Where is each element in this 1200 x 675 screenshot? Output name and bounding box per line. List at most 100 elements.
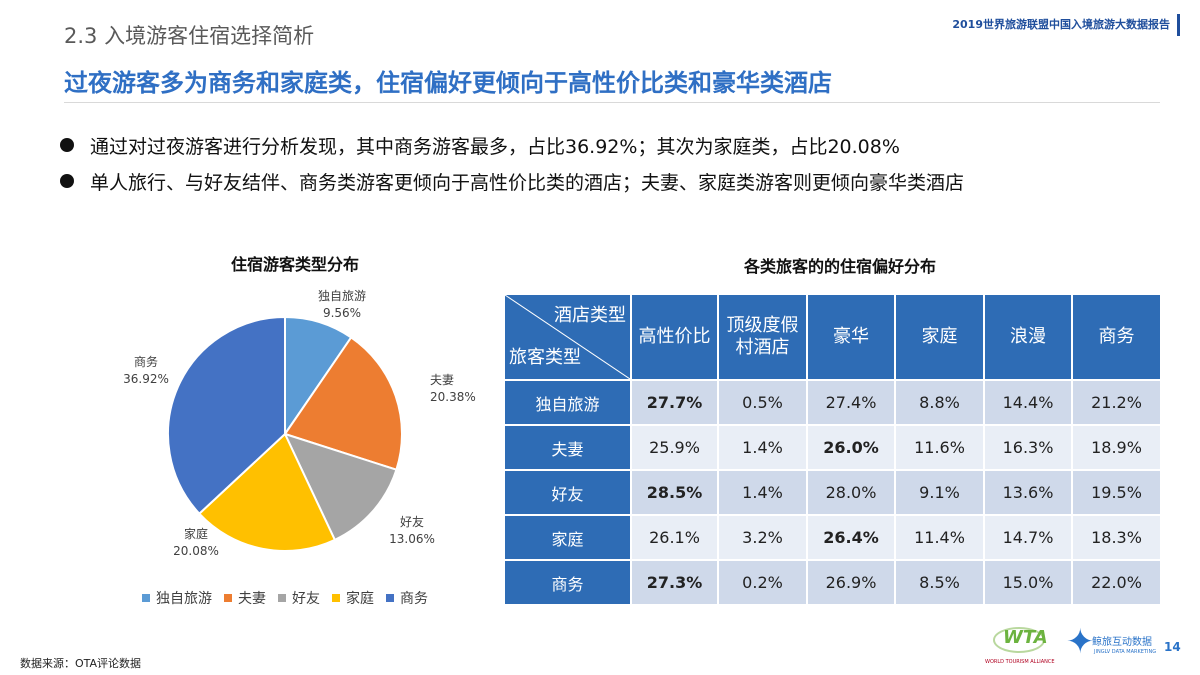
legend-label: 夫妻 xyxy=(238,591,266,607)
table-cell: 15.0% xyxy=(983,559,1073,606)
column-header: 顶级度假 村酒店 xyxy=(717,293,808,381)
star-icon: ✦ xyxy=(1066,622,1095,662)
table-cell: 27.4% xyxy=(806,379,896,426)
pie-slice-label: 商务 xyxy=(134,354,158,369)
table-cell: 25.9% xyxy=(630,424,719,471)
pie-chart: 独自旅游 9.56% 夫妻 20.38% 好友 13.06% 家庭 20.08% 商务 36.92… xyxy=(123,289,476,558)
table-cell: 27.3% xyxy=(630,559,719,606)
table-row: 独自旅游 27.7% 0.5% 27.4% 8.8% 14.4% 21.2% xyxy=(503,379,1162,426)
report-accent-bar xyxy=(1177,14,1180,36)
bullet-item: 单人旅行、与好友结伴、商务类游客更倾向于高性价比类的酒店；夫妻、家庭类游客则更倾… xyxy=(60,163,964,199)
table-cell: 27.7% xyxy=(630,379,719,426)
legend-item: 夫妻 xyxy=(224,588,266,608)
wta-logo-name: WORLD TOURISM ALLIANCE xyxy=(985,659,1055,665)
data-source-note: 数据来源：OTA评论数据 xyxy=(20,657,142,670)
column-header: 高性价比 xyxy=(630,293,719,381)
pie-chart-title: 住宿游客类型分布 xyxy=(230,255,359,274)
legend-label: 家庭 xyxy=(346,591,374,607)
pie-slice-label: 独自旅游 xyxy=(318,289,366,303)
table-cell: 26.1% xyxy=(630,514,719,561)
page-headline: 过夜游客多为商务和家庭类，住宿偏好更倾向于高性价比类和豪华类酒店 xyxy=(64,69,832,97)
section-title: 2.3 入境游客住宿选择简析 xyxy=(64,24,315,48)
corner-diagonal xyxy=(505,295,630,379)
bullet-text: 单人旅行、与好友结伴、商务类游客更倾向于高性价比类的酒店；夫妻、家庭类游客则更倾… xyxy=(90,171,965,194)
table-row: 商务 27.3% 0.2% 26.9% 8.5% 15.0% 22.0% xyxy=(503,559,1162,606)
pie-slice-label: 家庭 xyxy=(184,526,208,541)
legend-swatch xyxy=(332,594,340,602)
pie-slice-value: 20.38% xyxy=(430,390,476,404)
table-cell: 9.1% xyxy=(894,469,985,516)
bullet-list: 通过对过夜游客进行分析发现，其中商务游客最多，占比36.92%；其次为家庭类，占… xyxy=(60,127,964,199)
legend-label: 商务 xyxy=(400,591,428,607)
report-name: 2019世界旅游联盟中国入境旅游大数据报告 xyxy=(952,18,1170,31)
pie-slice-value: 13.06% xyxy=(389,532,435,546)
table-cell: 0.2% xyxy=(717,559,808,606)
pie-slice-4 xyxy=(167,315,286,516)
pie-slice-label: 好友 xyxy=(400,515,424,529)
row-header: 独自旅游 xyxy=(503,379,632,426)
table-cell: 18.9% xyxy=(1071,424,1162,471)
table-cell: 26.0% xyxy=(806,424,896,471)
table-cell: 26.9% xyxy=(806,559,896,606)
column-header: 家庭 xyxy=(894,293,985,381)
pie-slice-value: 36.92% xyxy=(123,372,169,386)
table-cell: 28.5% xyxy=(630,469,719,516)
bullet-text: 通过对过夜游客进行分析发现，其中商务游客最多，占比36.92%；其次为家庭类，占… xyxy=(90,135,900,158)
wta-logo: WTA WORLD TOURISM ALLIANCE xyxy=(985,625,1055,669)
partner-logo: ✦ 鲸旅互动数据 JINGLV DATA MARKETING xyxy=(1066,622,1156,671)
table-cell: 11.4% xyxy=(894,514,985,561)
row-header: 夫妻 xyxy=(503,424,632,471)
row-header: 好友 xyxy=(503,469,632,516)
table-chart-title: 各类旅客的的住宿偏好分布 xyxy=(743,257,936,276)
pie-slice-1 xyxy=(283,336,403,471)
table-cell: 28.0% xyxy=(806,469,896,516)
table-cell: 0.5% xyxy=(717,379,808,426)
legend-swatch xyxy=(386,594,394,602)
partner-logo-en: JINGLV DATA MARKETING xyxy=(1094,649,1157,655)
legend-label: 独自旅游 xyxy=(156,591,212,607)
table-cell: 1.4% xyxy=(717,424,808,471)
table-row: 好友 28.5% 1.4% 28.0% 9.1% 13.6% 19.5% xyxy=(503,469,1162,516)
table-cell: 14.7% xyxy=(983,514,1073,561)
bullet-dot-icon xyxy=(60,138,74,152)
table-cell: 21.2% xyxy=(1071,379,1162,426)
legend-swatch xyxy=(224,594,232,602)
pie-slice-value: 20.08% xyxy=(173,544,219,558)
page-number: 14 xyxy=(1164,640,1181,654)
corner-traveler-type-label: 旅客类型 xyxy=(509,347,581,369)
table-cell: 11.6% xyxy=(894,424,985,471)
table-cell: 3.2% xyxy=(717,514,808,561)
pie-slice-3 xyxy=(197,432,337,552)
pie-slice-value: 9.56% xyxy=(323,306,361,320)
table-cell: 14.4% xyxy=(983,379,1073,426)
table-cell: 1.4% xyxy=(717,469,808,516)
pie-slice-2 xyxy=(283,432,398,542)
divider xyxy=(64,102,1160,103)
table-cell: 8.8% xyxy=(894,379,985,426)
pie-slice-label: 夫妻 xyxy=(430,373,454,387)
bullet-item: 通过对过夜游客进行分析发现，其中商务游客最多，占比36.92%；其次为家庭类，占… xyxy=(60,127,964,163)
wta-logo-mark: WTA xyxy=(1003,627,1048,648)
table-cell: 16.3% xyxy=(983,424,1073,471)
table-cell: 13.6% xyxy=(983,469,1073,516)
table-cell: 22.0% xyxy=(1071,559,1162,606)
table-row: 家庭 26.1% 3.2% 26.4% 11.4% 14.7% 18.3% xyxy=(503,514,1162,561)
legend-item: 独自旅游 xyxy=(142,588,212,608)
legend-item: 好友 xyxy=(278,588,320,608)
table-cell: 18.3% xyxy=(1071,514,1162,561)
legend-item: 家庭 xyxy=(332,588,374,608)
corner-hotel-type-label: 酒店类型 xyxy=(554,305,626,326)
column-header: 浪漫 xyxy=(983,293,1073,381)
legend-label: 好友 xyxy=(292,591,320,607)
legend-swatch xyxy=(278,594,286,602)
pie-legend: 独自旅游 夫妻 好友 家庭 商务 xyxy=(142,588,440,608)
preference-table: 酒店类型 旅客类型 高性价比 顶级度假 村酒店 豪华 家庭 浪漫 商务 独自旅游 27.7% 0… xyxy=(503,293,1162,606)
table-header-row: 酒店类型 旅客类型 高性价比 顶级度假 村酒店 豪华 家庭 浪漫 商务 xyxy=(503,293,1162,381)
legend-item: 商务 xyxy=(386,588,428,608)
row-header: 商务 xyxy=(503,559,632,606)
bullet-dot-icon xyxy=(60,174,74,188)
table-row: 夫妻 25.9% 1.4% 26.0% 11.6% 16.3% 18.9% xyxy=(503,424,1162,471)
table-cell: 19.5% xyxy=(1071,469,1162,516)
legend-swatch xyxy=(142,594,150,602)
table-corner-cell: 酒店类型 旅客类型 xyxy=(503,293,632,381)
